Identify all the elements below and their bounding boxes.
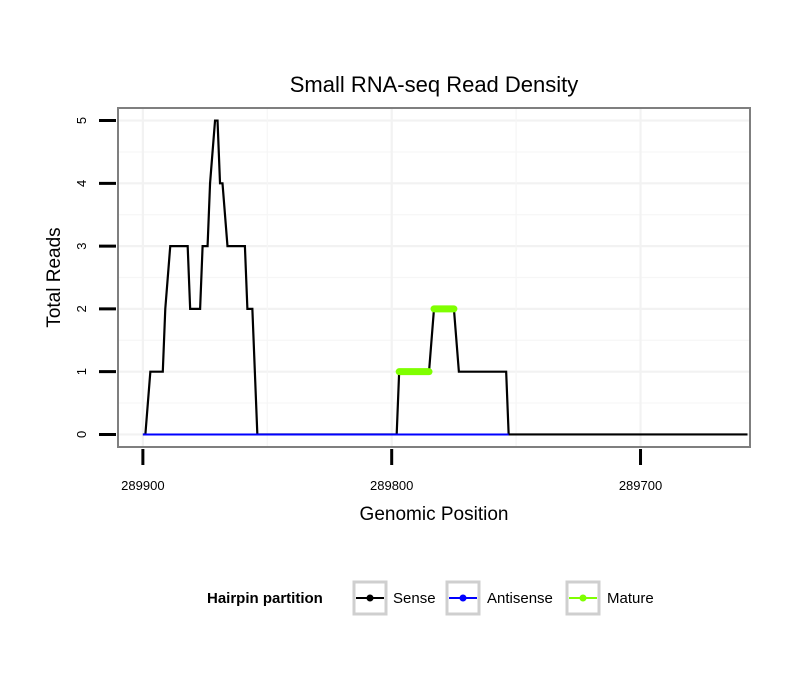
series-layer bbox=[142, 119, 748, 436]
x-tick-label: 289800 bbox=[370, 478, 413, 493]
x-axis-label: Genomic Position bbox=[360, 504, 509, 525]
legend: Hairpin partition Sense Antisense Mature bbox=[207, 580, 654, 616]
y-tick-label: 4 bbox=[74, 180, 89, 187]
legend-point-antisense bbox=[459, 594, 467, 602]
y-axis-label: Total Reads bbox=[44, 227, 65, 327]
y-tick-label: 0 bbox=[74, 431, 89, 438]
legend-label-antisense: Antisense bbox=[487, 590, 553, 607]
legend-point-mature bbox=[579, 594, 587, 602]
chart-title: Small RNA-seq Read Density bbox=[290, 72, 579, 97]
y-tick-label: 1 bbox=[74, 368, 89, 375]
x-axis: 289900 289800 289700 bbox=[121, 449, 662, 493]
y-tick-label: 5 bbox=[74, 117, 89, 124]
y-tick-label: 2 bbox=[74, 305, 89, 312]
legend-title: Hairpin partition bbox=[207, 590, 323, 607]
y-axis: 0 1 2 3 4 5 bbox=[74, 117, 116, 438]
legend-point-sense bbox=[366, 594, 374, 602]
legend-label-mature: Mature bbox=[607, 590, 654, 607]
y-tick-label: 3 bbox=[74, 242, 89, 249]
x-tick-label: 289700 bbox=[619, 478, 662, 493]
plot-border bbox=[117, 107, 751, 448]
legend-label-sense: Sense bbox=[393, 590, 436, 607]
x-tick-label: 289900 bbox=[121, 478, 164, 493]
